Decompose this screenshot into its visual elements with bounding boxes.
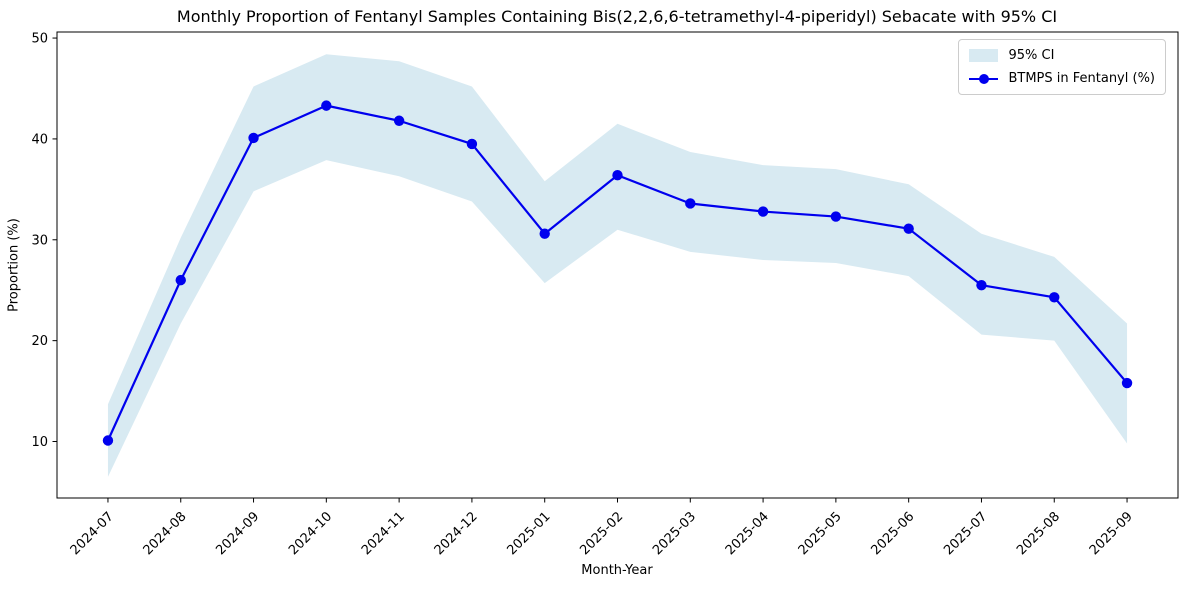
- x-axis-label: Month-Year: [581, 563, 653, 578]
- chart-title: Monthly Proportion of Fentanyl Samples C…: [176, 7, 1058, 26]
- data-point: [976, 279, 987, 291]
- data-point: [612, 170, 623, 181]
- x-tick-label: 2025-09: [1087, 509, 1136, 558]
- data-point: [393, 115, 405, 126]
- data-point: [685, 198, 696, 209]
- x-tick-label: 2024-09: [213, 509, 262, 558]
- x-tick-label: 2024-07: [68, 509, 117, 558]
- x-tick-label: 2025-07: [941, 509, 990, 558]
- y-tick-label: 20: [31, 334, 48, 349]
- legend-label-line: BTMPS in Fentanyl (%): [1008, 71, 1155, 86]
- data-point: [466, 138, 478, 150]
- x-tick-label: 2024-08: [141, 509, 190, 558]
- x-tick-label: 2025-06: [868, 509, 917, 558]
- data-point: [321, 100, 332, 111]
- data-point: [175, 274, 186, 286]
- y-tick-label: 40: [31, 132, 48, 147]
- data-point: [539, 228, 550, 239]
- x-tick-label: 2024-12: [432, 509, 481, 558]
- legend-item-line: BTMPS in Fentanyl (%): [969, 71, 1155, 86]
- x-tick-label: 2025-05: [796, 509, 845, 558]
- data-point: [830, 211, 842, 222]
- legend: 95% CI BTMPS in Fentanyl (%): [958, 39, 1166, 95]
- data-point: [1121, 377, 1133, 389]
- data-point: [1049, 292, 1060, 303]
- ci-band-swatch-icon: [969, 49, 999, 62]
- data-point: [903, 223, 914, 234]
- x-tick-label: 2024-10: [286, 509, 335, 558]
- y-tick-label: 10: [31, 435, 48, 450]
- x-tick-label: 2024-11: [359, 509, 408, 558]
- x-tick-label: 2025-02: [577, 509, 626, 558]
- y-tick-label: 30: [31, 233, 48, 248]
- data-point: [102, 435, 114, 446]
- legend-item-ci: 95% CI: [969, 48, 1155, 63]
- y-tick-label: 50: [31, 32, 48, 47]
- x-tick-label: 2025-04: [723, 509, 772, 558]
- x-tick-label: 2025-08: [1014, 509, 1063, 558]
- line-marker-swatch-icon: [969, 72, 999, 85]
- x-tick-label: 2025-03: [650, 509, 699, 558]
- ci-band: [107, 54, 1128, 477]
- x-tick-label: 2025-01: [505, 509, 554, 558]
- data-point: [248, 132, 259, 144]
- marker-swatch-icon: [978, 73, 989, 84]
- legend-label-ci: 95% CI: [1008, 48, 1055, 63]
- data-point: [757, 206, 769, 217]
- y-axis-label: Proportion (%): [6, 218, 22, 312]
